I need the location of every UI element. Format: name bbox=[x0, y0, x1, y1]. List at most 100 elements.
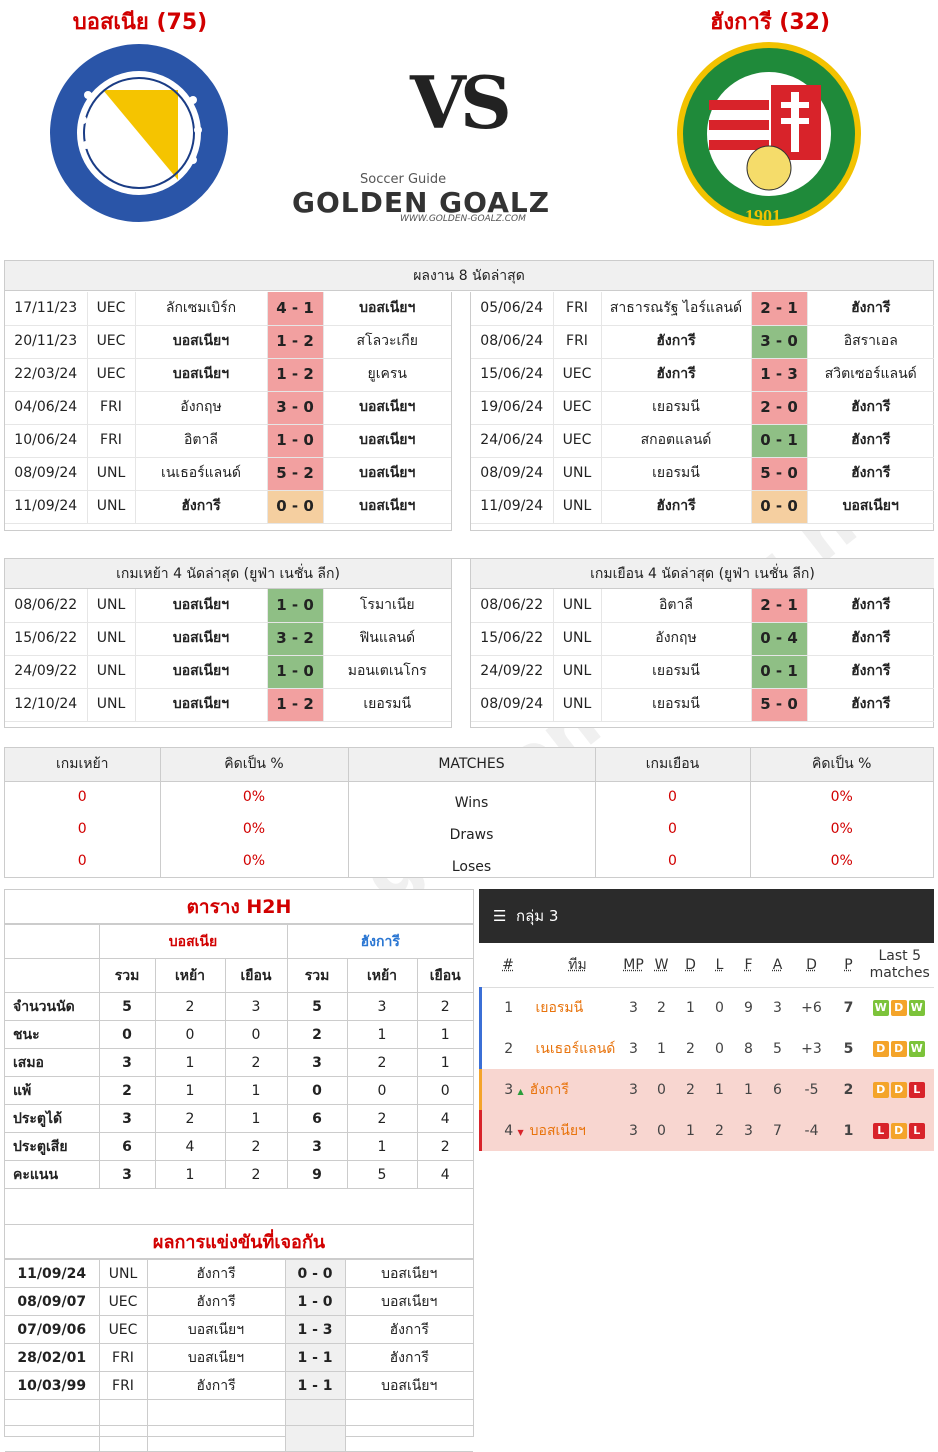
match-date: 19/06/24 bbox=[471, 391, 554, 425]
standings-f: 1 bbox=[744, 1081, 753, 1098]
empty-cell bbox=[284, 1399, 346, 1426]
match-home-team: ลักเซมเบิร์ก bbox=[135, 292, 268, 326]
stats-row: 0 0% Loses 0 0% bbox=[5, 845, 933, 877]
h2h-value: 3 bbox=[98, 1160, 156, 1189]
result-date: 08/09/07 bbox=[5, 1287, 100, 1316]
match-away-team: ฮังการี bbox=[807, 391, 934, 425]
standings-points: 2 bbox=[843, 1081, 854, 1098]
team-name: เยอรมนี bbox=[535, 999, 584, 1016]
empty-cell bbox=[284, 1425, 346, 1452]
standings-gd: +3 bbox=[801, 1040, 822, 1057]
standings-panel: ☰ กลุ่ม 3 # ทีม MP W D L F A D P Last 5 … bbox=[479, 889, 934, 1151]
form-badge: D bbox=[890, 1041, 907, 1057]
stats-header: MATCHES bbox=[348, 748, 596, 782]
match-score: 5 - 0 bbox=[751, 457, 808, 491]
standings-team[interactable]: เยอรมนี bbox=[536, 987, 620, 1028]
standings-pos: 3 bbox=[479, 1069, 536, 1110]
last4-home-title: เกมเหย้า 4 นัดล่าสุด (ยูฟ่า เนชั่น ลีก) bbox=[5, 559, 451, 589]
h2h-value: 1 bbox=[154, 1076, 226, 1105]
match-date: 24/06/24 bbox=[471, 424, 554, 458]
h2h-away-team: ฮังการี bbox=[286, 924, 473, 959]
stats-away-count: 0 bbox=[595, 781, 751, 813]
h2h-value: 6 bbox=[286, 1104, 348, 1133]
match-row: 04/06/24 FRI อังกฤษ 3 - 0 บอสเนียฯ bbox=[5, 391, 451, 425]
match-row: 15/06/24 UEC ฮังการี 1 - 3 สวิตเซอร์แลนด์ bbox=[471, 358, 934, 392]
result-competition: FRI bbox=[98, 1371, 148, 1400]
standings-team[interactable]: เนเธอร์แลนด์ bbox=[536, 1028, 620, 1069]
last8-home-table: 17/11/23 UEC ลักเซมเบิร์ก 4 - 1 บอสเนียฯ 20/1… bbox=[5, 292, 451, 524]
standings-gd: +6 bbox=[801, 999, 822, 1016]
h2h-value: 2 bbox=[346, 1048, 418, 1077]
result-competition: UEC bbox=[98, 1287, 148, 1316]
match-date: 20/11/23 bbox=[5, 325, 88, 359]
match-row: 24/06/24 UEC สกอตแลนด์ 0 - 1 ฮังการี bbox=[471, 424, 934, 458]
match-competition: UNL bbox=[553, 457, 602, 491]
match-row: 20/11/23 UEC บอสเนียฯ 1 - 2 สโลวะเกีย bbox=[5, 325, 451, 359]
match-home-team: เนเธอร์แลนด์ bbox=[135, 457, 268, 491]
match-date: 04/06/24 bbox=[5, 391, 88, 425]
match-away-team: ยูเครน bbox=[323, 358, 451, 392]
match-score: 2 - 1 bbox=[751, 292, 808, 326]
result-away-team: บอสเนียฯ bbox=[344, 1259, 473, 1288]
standings-row[interactable]: 1 เยอรมนี 3 2 1 0 9 3 +6 7 W D W bbox=[479, 987, 935, 1028]
standings-row[interactable]: 4 ▼ บอสเนียฯ 3 0 1 2 3 7 -4 1 L D L bbox=[479, 1110, 934, 1151]
team-name: บอสเนียฯ bbox=[529, 1122, 586, 1139]
match-away-team: ฮังการี bbox=[807, 688, 934, 722]
standings-team[interactable]: ▲ ฮังการี bbox=[518, 1069, 620, 1110]
h2h-value: 4 bbox=[416, 1160, 473, 1189]
standings-pos: 4 bbox=[479, 1110, 536, 1151]
result-date: 11/09/24 bbox=[5, 1259, 100, 1288]
result-away-team: บอสเนียฯ bbox=[344, 1287, 473, 1316]
standings-team[interactable]: ▼ บอสเนียฯ bbox=[518, 1110, 620, 1151]
standings-col-p: P bbox=[831, 943, 866, 988]
h2h-row-label: ชนะ bbox=[5, 1020, 100, 1049]
standings-col-form: Last 5 matches bbox=[865, 943, 934, 988]
match-competition: UEC bbox=[87, 292, 136, 326]
h2h-value: 1 bbox=[224, 1104, 288, 1133]
h2h-value: 2 bbox=[416, 1132, 473, 1161]
match-competition: UNL bbox=[87, 655, 136, 689]
standings-row[interactable]: 2 เนเธอร์แลนด์ 3 1 2 0 8 5 +3 5 D D W bbox=[479, 1028, 935, 1069]
h2h-row: ประตูเสีย 6 4 2 3 1 2 bbox=[5, 1132, 473, 1161]
standings-a: 6 bbox=[773, 1081, 782, 1098]
standings-f: 3 bbox=[744, 1122, 753, 1139]
h2h-value: 2 bbox=[286, 1020, 348, 1049]
match-home-team: ฮังการี bbox=[601, 325, 752, 359]
standings-d: 1 bbox=[686, 999, 695, 1016]
match-score: 1 - 0 bbox=[267, 424, 324, 458]
form-badge: W bbox=[908, 1000, 925, 1017]
h2h-value: 3 bbox=[224, 992, 288, 1021]
standings-d: 2 bbox=[686, 1081, 695, 1098]
match-competition: FRI bbox=[553, 292, 602, 326]
match-date: 08/06/22 bbox=[471, 589, 554, 623]
match-away-team: บอสเนียฯ bbox=[323, 457, 451, 491]
match-away-team: ฮังการี bbox=[807, 424, 934, 458]
match-home-team: สกอตแลนด์ bbox=[601, 424, 752, 458]
stats-row: 0 0% Draws 0 0% bbox=[5, 813, 933, 845]
match-score: 3 - 0 bbox=[267, 391, 324, 425]
match-away-team: อิสราเอล bbox=[807, 325, 934, 359]
h2h-value: 2 bbox=[224, 1048, 288, 1077]
h2h-value: 2 bbox=[346, 1104, 418, 1133]
match-score: 2 - 1 bbox=[751, 589, 808, 623]
match-date: 17/11/23 bbox=[5, 292, 88, 326]
h2h-value: 0 bbox=[98, 1020, 156, 1049]
result-score: 1 - 0 bbox=[284, 1287, 346, 1316]
list-icon: ☰ bbox=[493, 907, 507, 925]
standings-pos: 1 bbox=[479, 987, 536, 1028]
h2h-value: 1 bbox=[346, 1020, 418, 1049]
h2h-row-label: เสมอ bbox=[5, 1048, 100, 1077]
match-home-team: เยอรมนี bbox=[601, 457, 752, 491]
result-competition: UEC bbox=[98, 1315, 148, 1344]
match-score: 1 - 2 bbox=[267, 688, 324, 722]
empty-cell bbox=[146, 1425, 286, 1452]
match-home-team: สาธารณรัฐ ไอร์แลนด์ bbox=[601, 292, 752, 326]
hungary-crest-icon: 1901 bbox=[677, 42, 861, 226]
h2h-subheader: เหย้า bbox=[346, 958, 418, 993]
standings-row[interactable]: 3 ▲ ฮังการี 3 0 2 1 1 6 -5 2 D D L bbox=[479, 1069, 934, 1110]
h2h-subheader: รวม bbox=[98, 958, 156, 993]
standings-mp: 3 bbox=[629, 1122, 638, 1139]
standings-w: 0 bbox=[657, 1081, 666, 1098]
h2h-subheader: เยือน bbox=[224, 958, 288, 993]
form-badge: D bbox=[890, 1000, 907, 1017]
